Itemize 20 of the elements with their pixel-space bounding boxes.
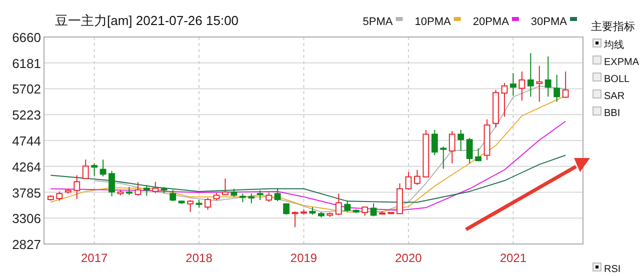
y-tick-label: 2827: [12, 237, 41, 252]
y-tick-label: 5223: [12, 108, 41, 123]
chart-title: 豆一主力[am] 2021-07-26 15:00: [55, 13, 239, 28]
y-tick-label: 6660: [12, 30, 41, 45]
x-tick-label: 2019: [290, 251, 318, 265]
annotations: 主要指标 均线 EXPMA BOLL SAR BBI RSI: [591, 21, 640, 275]
legend-label: 30PMA: [530, 16, 568, 28]
y-tick-label: 6181: [12, 56, 41, 71]
x-tick-label: 2021: [500, 251, 527, 265]
y-tick-label: 3306: [12, 211, 41, 226]
x-tick-label: 2020: [395, 251, 422, 265]
y-tick-label: 4744: [12, 133, 41, 148]
legend-label: 5PMA: [362, 16, 394, 28]
y-tick-label: 4264: [12, 159, 41, 174]
x-tick-label: 2018: [186, 251, 213, 265]
y-tick-label: 5702: [12, 82, 41, 97]
legend-label: 20PMA: [472, 16, 510, 28]
y-tick-label: 3785: [12, 185, 41, 200]
x-tick-label: 2017: [80, 251, 108, 265]
legend-label: 10PMA: [414, 16, 452, 28]
